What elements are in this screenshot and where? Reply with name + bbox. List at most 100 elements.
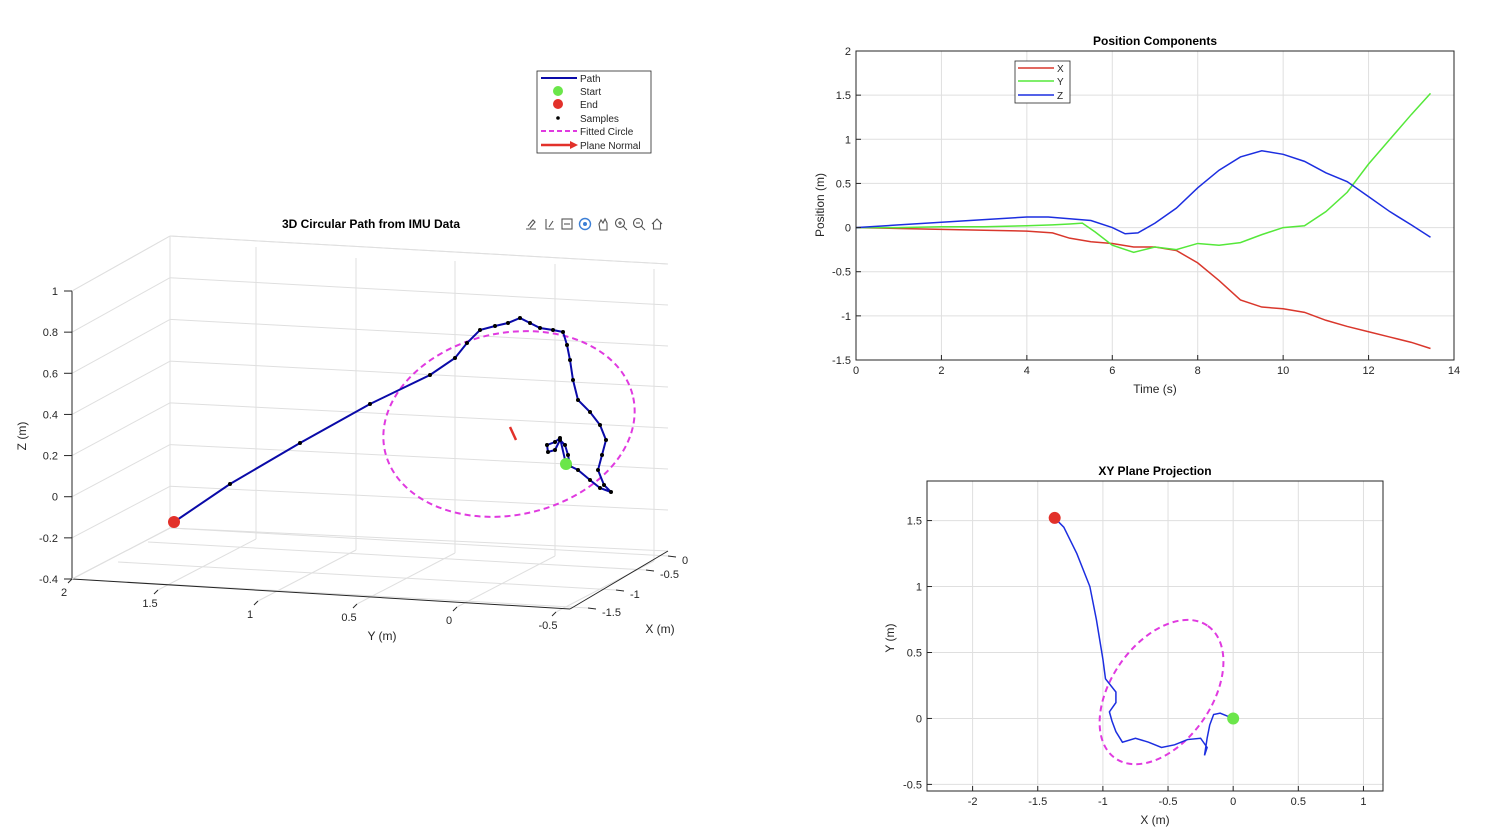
legend-end-label: End xyxy=(580,100,598,111)
ytick-mark xyxy=(551,611,557,617)
pos-legend-z: Z xyxy=(1057,91,1063,102)
sample-point xyxy=(518,316,522,320)
grid-line xyxy=(555,560,655,613)
ytick-label: 0 xyxy=(916,713,922,725)
sample-point xyxy=(600,453,604,457)
samples-3d xyxy=(172,316,613,524)
sample-point xyxy=(598,486,602,490)
ztick-label: -0.4 xyxy=(39,574,58,586)
brush-icon[interactable] xyxy=(542,217,556,231)
plot3d-zlabel: Z (m) xyxy=(15,422,29,451)
ytick-label: 0 xyxy=(446,615,452,627)
xtick-label: 8 xyxy=(1195,365,1201,377)
xtick-mark xyxy=(667,555,677,558)
plot3d-ylabel: Y (m) xyxy=(367,629,396,643)
sample-point xyxy=(588,410,592,414)
sample-point xyxy=(565,343,569,347)
top-edge xyxy=(169,235,669,265)
sample-point xyxy=(493,324,497,328)
legend-samples-marker xyxy=(556,116,560,120)
plot-xy-projection: XY Plane Projection X (m) Y (m) -2 -1.5 -1… xyxy=(883,464,1384,827)
grid-line xyxy=(71,360,171,415)
datatip-icon[interactable] xyxy=(560,217,574,231)
grid-line xyxy=(169,318,669,347)
sample-point xyxy=(566,453,570,457)
grid-line xyxy=(147,541,647,571)
xy-axes-box xyxy=(926,480,1384,792)
fitted-circle-xy xyxy=(1098,618,1225,766)
rotate-icon[interactable] xyxy=(578,217,592,231)
ztick-label: 0.4 xyxy=(43,409,58,421)
x-axis-line xyxy=(569,550,669,610)
ztick-label: -0.2 xyxy=(39,533,58,545)
sample-point xyxy=(545,443,549,447)
pan-icon[interactable] xyxy=(596,217,610,231)
fitted-circle-3d xyxy=(382,330,636,518)
legend-box xyxy=(536,70,652,154)
sample-point xyxy=(571,378,575,382)
ytick-mark xyxy=(352,603,358,609)
ztick-label: 0.6 xyxy=(43,368,58,380)
axes-toolbar xyxy=(524,217,664,231)
ytick-label: -0.5 xyxy=(903,779,922,791)
ztick-label: 0 xyxy=(52,492,58,504)
grid-line xyxy=(71,485,171,539)
xtick-label: 0 xyxy=(682,555,688,567)
home-icon[interactable] xyxy=(650,217,664,231)
pos-title: Position Components xyxy=(1093,34,1217,48)
legend-normal-label: Plane Normal xyxy=(580,141,641,152)
pos-legend-y: Y xyxy=(1057,77,1064,88)
series-line-z xyxy=(855,149,1431,238)
pos-ylabel: Position (m) xyxy=(813,173,827,237)
sample-point xyxy=(465,341,469,345)
grid-line xyxy=(71,402,171,457)
plane-normal-arrow xyxy=(508,426,518,441)
legend-samples-label: Samples xyxy=(580,114,619,125)
sample-point xyxy=(568,358,572,362)
ytick-label: 1 xyxy=(247,609,253,621)
sample-point xyxy=(596,468,600,472)
grid-line xyxy=(71,318,171,374)
legend-fitted-label: Fitted Circle xyxy=(580,127,634,138)
ytick-label: 0.5 xyxy=(907,647,922,659)
ytick-label: 2 xyxy=(845,46,851,58)
xtick-mark xyxy=(615,589,625,592)
xtick-label: 12 xyxy=(1362,365,1374,377)
xtick-label: 10 xyxy=(1277,365,1289,377)
plot3d-title: 3D Circular Path from IMU Data xyxy=(282,217,460,231)
sample-point xyxy=(553,440,557,444)
xy-xlabel: X (m) xyxy=(1140,813,1169,827)
legend-start-marker xyxy=(553,86,563,96)
ytick-label: 2 xyxy=(61,587,67,599)
sample-point xyxy=(602,483,606,487)
ytick-label: -1.5 xyxy=(832,355,851,367)
sample-point xyxy=(298,441,302,445)
grid-line xyxy=(169,527,669,557)
ytick-label: 1 xyxy=(845,134,851,146)
zoom-in-icon[interactable] xyxy=(614,217,628,231)
xtick-label: 14 xyxy=(1448,365,1460,377)
grid-line xyxy=(117,561,617,591)
start-marker-3d xyxy=(560,458,572,470)
grid-line xyxy=(169,527,669,552)
pos-legend-x: X xyxy=(1057,64,1064,75)
sample-point xyxy=(551,328,555,332)
sample-point xyxy=(506,321,510,325)
ztick-label: 0.2 xyxy=(43,451,58,463)
sample-point xyxy=(553,448,557,452)
export-icon[interactable] xyxy=(524,217,538,231)
xy-path-line xyxy=(1054,517,1234,756)
sample-point xyxy=(228,482,232,486)
xy-ylabel: Y (m) xyxy=(883,623,897,652)
zoom-out-icon[interactable] xyxy=(632,217,646,231)
series-line-y xyxy=(856,92,1432,254)
sample-point xyxy=(428,373,432,377)
sample-point xyxy=(576,468,580,472)
start-marker-xy xyxy=(1227,712,1240,725)
plot-position-components: Position Components Time (s) Position (m… xyxy=(813,34,1460,396)
grid-line xyxy=(456,555,556,608)
plot3d-legend: Path Start End Samples Fitted Circle Pla… xyxy=(536,70,652,154)
xtick-label: -1 xyxy=(1098,796,1108,808)
ytick-label: 1.5 xyxy=(836,90,851,102)
y-axis-line xyxy=(71,578,571,610)
